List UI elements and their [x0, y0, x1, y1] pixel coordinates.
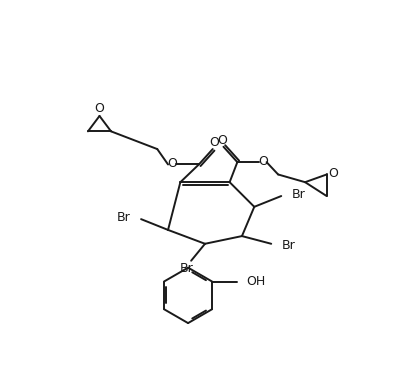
Text: Br: Br [292, 188, 306, 201]
Text: OH: OH [246, 275, 265, 288]
Text: Br: Br [180, 262, 193, 275]
Text: O: O [209, 136, 219, 149]
Text: O: O [167, 157, 177, 170]
Text: O: O [94, 102, 104, 115]
Text: Br: Br [282, 239, 296, 252]
Text: O: O [258, 155, 268, 168]
Text: O: O [328, 167, 338, 180]
Text: Br: Br [116, 211, 130, 224]
Text: O: O [217, 134, 227, 147]
